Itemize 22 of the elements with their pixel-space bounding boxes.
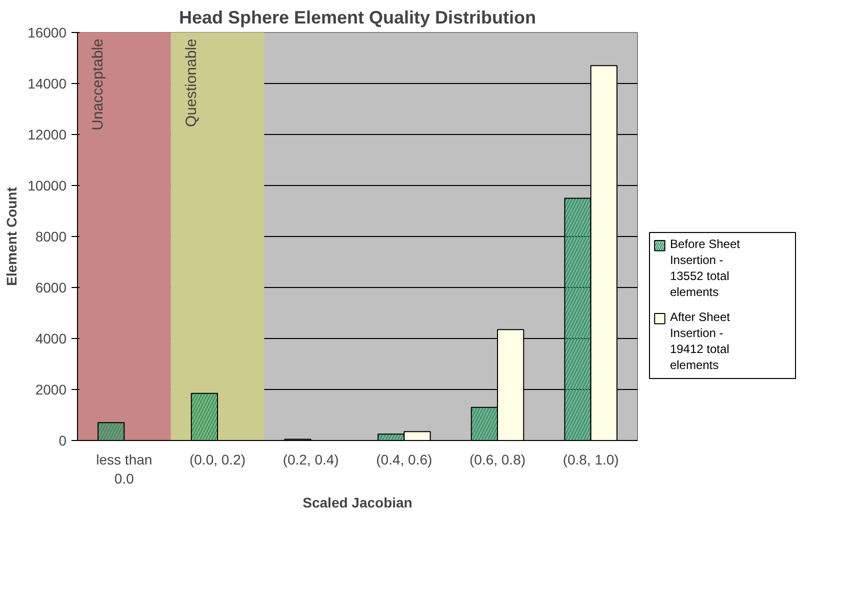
y-tick-label: 6000 [35,280,67,296]
x-tick-label: (0.4, 0.6) [376,452,432,468]
y-tick-label: 0 [58,432,67,448]
y-tick-label: 16000 [28,24,67,40]
x-tick-label: (0.6, 0.8) [469,452,526,468]
x-tick-label: (0.2, 0.4) [282,452,339,468]
band-label: Questionable [182,38,200,128]
band-label: Unacceptable [90,38,107,130]
y-tick-label: 12000 [28,126,67,142]
y-tick-label: 8000 [35,228,67,244]
y-tick-label: 14000 [28,76,67,92]
y-tick-label: 2000 [35,382,67,398]
y-axis-title: Element Count [4,186,20,286]
legend-label: Before Sheet Insertion - 13552 total elements [670,236,741,300]
x-axis-title: Scaled Jacobian [302,494,412,511]
chart-title: Head Sphere Element Quality Distribution [178,8,536,28]
x-tick-label: (0.8, 1.0) [562,452,619,468]
y-tick-label: 4000 [35,330,67,346]
x-tick-label: (0.0, 0.2) [189,452,246,468]
x-tick-label: less than 0.0 [96,452,152,487]
legend-label: After Sheet Insertion - 19412 total elements [670,310,731,372]
y-tick-label: 10000 [28,178,67,194]
